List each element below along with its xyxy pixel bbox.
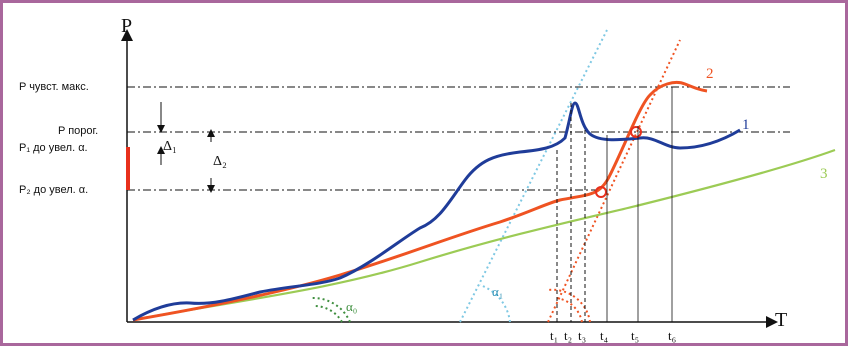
intersection-marker-2: [630, 126, 642, 138]
angle-arc-a0-inner: [312, 304, 343, 323]
time-label-t6: t₆: [668, 328, 676, 343]
angle-arc-a1: [479, 284, 511, 323]
label-p-threshold: P порог.: [58, 125, 98, 137]
label-p-max: P чувст. макс.: [19, 81, 89, 93]
curve-2: [132, 80, 708, 322]
time-label-t3: t₃: [578, 328, 586, 343]
angle-arc-a2: [547, 288, 591, 323]
angle-arc-a2-inner: [555, 297, 583, 323]
y-axis-label: P: [121, 15, 132, 37]
x-axis-label: T: [775, 309, 787, 331]
time-label-t1: t₁: [550, 328, 558, 343]
angle-label-a1: α₁: [492, 284, 503, 299]
curve-label-2: 2: [706, 66, 714, 82]
curve-label-3: 3: [820, 166, 828, 182]
time-label-t5: t₅: [631, 328, 639, 343]
curve-3: [132, 148, 836, 322]
time-label-t2: t₂: [564, 328, 572, 343]
angle-label-a0: α₀: [346, 299, 357, 314]
delta2-label: Δ₂: [213, 154, 227, 169]
delta1-label: Δ₁: [163, 139, 177, 154]
tangent-line-2: [547, 39, 681, 323]
label-p1: P₁ до увел. α.: [19, 142, 88, 154]
curve-1: [132, 101, 741, 322]
curve-label-1: 1: [742, 117, 750, 133]
intersection-marker-1: [595, 186, 607, 198]
time-label-t4: t₄: [600, 328, 609, 343]
label-p2: P₂ до увел. α.: [19, 184, 88, 196]
